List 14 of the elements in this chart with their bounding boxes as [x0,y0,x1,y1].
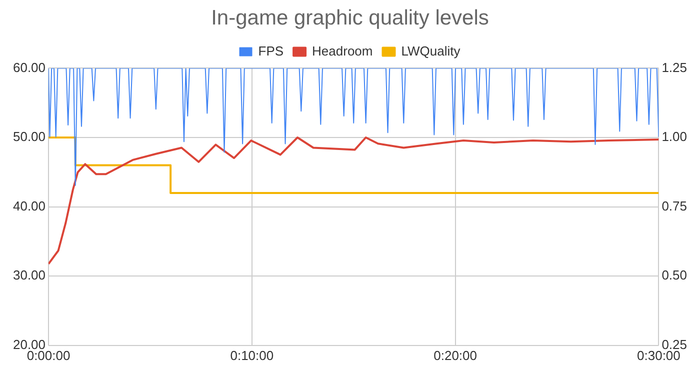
x-tick-label: 0:10:00 [230,348,274,363]
y-tick-label: 50.00 [12,129,46,144]
y2-tick-label: 1.25 [662,60,688,75]
y-tick-label: 60.00 [12,60,46,75]
legend-label: LWQuality [401,43,461,58]
legend-label: Headroom [312,43,373,58]
y2-tick-label: 0.75 [662,198,688,214]
legend-label: FPS [258,43,284,58]
x-tick-label: 0:20:00 [434,348,477,363]
y2-tick-label: 1.00 [662,129,688,144]
chart-title: In-game graphic quality levels [211,6,489,30]
y-tick-label: 40.00 [12,198,46,214]
y2-tick-label: 0.50 [662,268,688,283]
y-tick-label: 30.00 [12,268,46,283]
